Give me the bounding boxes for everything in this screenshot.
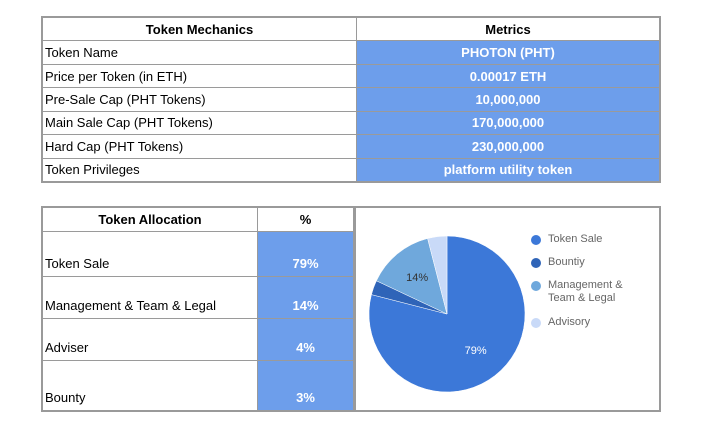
value-cell: 230,000,000 xyxy=(357,135,659,158)
legend-label: Token Sale xyxy=(548,233,603,245)
label-cell: Price per Token (in ETH) xyxy=(43,64,356,88)
value-cell: 14% xyxy=(258,277,353,318)
legend-label: Advisory xyxy=(548,316,591,328)
value-cell: 3% xyxy=(258,361,353,410)
chart-box: 79% 14% Token Sale Bountiy Management & Tea… xyxy=(354,206,661,412)
label-cell: Token Sale xyxy=(43,232,257,276)
value-cell: platform utility token xyxy=(357,158,659,181)
label-cell: Token Name xyxy=(43,41,356,64)
token-allocation-table: Token Allocation% Token Sale 79% Management… xyxy=(41,206,355,412)
label-cell: Main Sale Cap (PHT Tokens) xyxy=(43,111,356,135)
value-cell: 10,000,000 xyxy=(357,88,659,111)
slice-label: 14% xyxy=(406,272,428,284)
value-cell: 0.00017 ETH xyxy=(357,64,659,88)
legend-dot xyxy=(531,281,541,291)
legend-dot xyxy=(531,235,541,245)
value-cell: 4% xyxy=(258,319,353,360)
legend-label: Bountiy xyxy=(548,256,585,268)
header-cell: % xyxy=(258,208,353,231)
label-cell: Management & Team & Legal xyxy=(43,277,257,318)
label-cell: Hard Cap (PHT Tokens) xyxy=(43,135,356,158)
value-cell: 79% xyxy=(258,232,353,276)
label-cell: Bounty xyxy=(43,361,257,410)
label-cell: Adviser xyxy=(43,319,257,360)
header-cell: Token Mechanics xyxy=(43,18,356,41)
legend-dot xyxy=(531,318,541,328)
label-cell: Token Privileges xyxy=(43,158,356,181)
slice-label: 79% xyxy=(465,345,487,357)
label-cell: Pre-Sale Cap (PHT Tokens) xyxy=(43,88,356,111)
pie-slice xyxy=(376,238,448,315)
pie-slice xyxy=(427,235,448,315)
legend-dot xyxy=(531,258,541,268)
pie-chart: 79% 14% xyxy=(368,235,526,393)
token-mechanics-table: Token Mechanics Metrics Token Name PHOTON (… xyxy=(41,16,661,183)
header-cell: Token Allocation xyxy=(43,208,257,231)
value-cell: 170,000,000 xyxy=(357,111,659,135)
header-cell: Metrics xyxy=(357,18,659,41)
value-cell: PHOTON (PHT) xyxy=(357,41,659,64)
legend-label: Management & Team & Legal xyxy=(548,279,623,304)
